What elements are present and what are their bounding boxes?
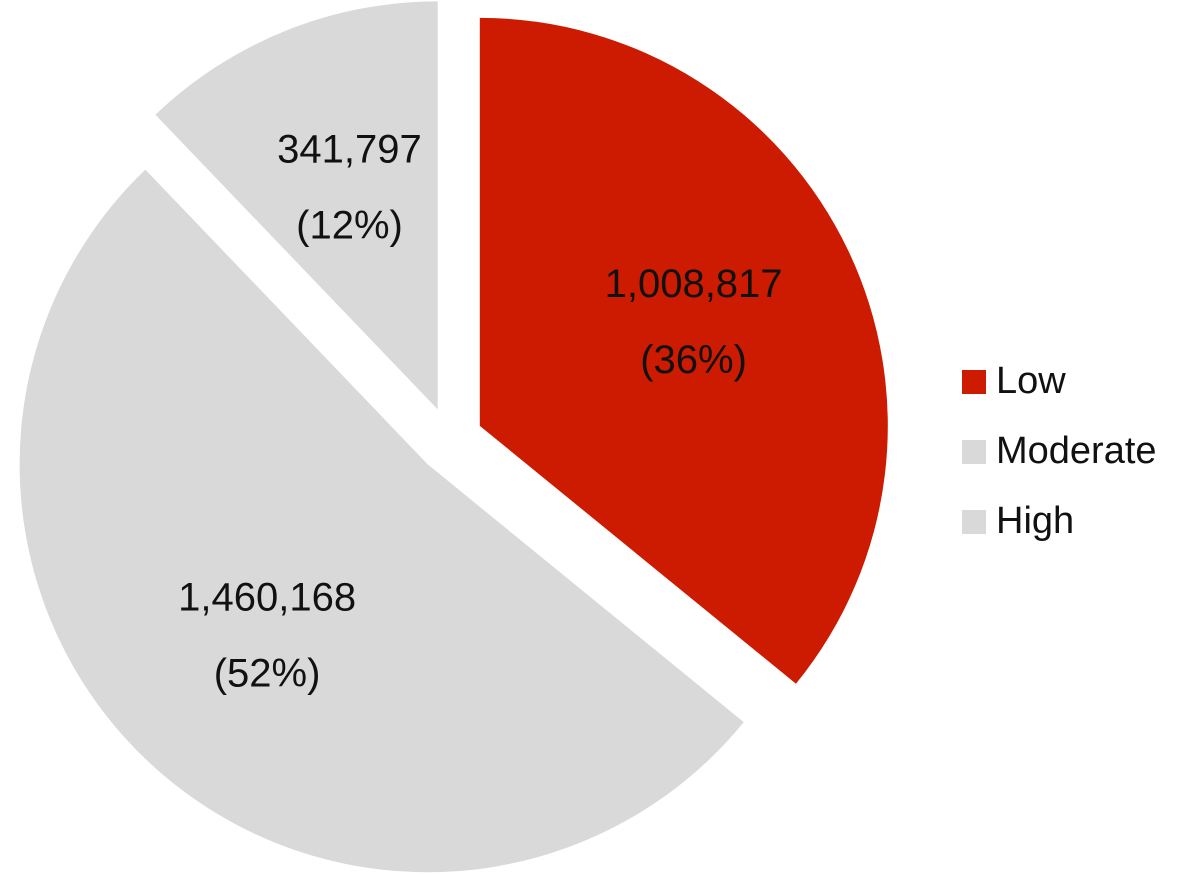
pie-slice bbox=[479, 17, 888, 684]
pie-slice bbox=[155, 1, 438, 410]
legend-label: Low bbox=[996, 360, 1066, 402]
percent-label: (12%) bbox=[296, 203, 403, 247]
percent-label: (52%) bbox=[214, 652, 321, 696]
legend-label: Moderate bbox=[996, 430, 1157, 472]
value-label: 341,797 bbox=[277, 127, 422, 171]
legend-swatch bbox=[962, 440, 986, 464]
legend-swatch bbox=[962, 370, 986, 394]
legend-label: High bbox=[996, 500, 1074, 542]
percent-label: (36%) bbox=[640, 338, 747, 382]
legend-swatch bbox=[962, 510, 986, 534]
value-label: 1,460,168 bbox=[178, 576, 356, 620]
pie-slice bbox=[19, 169, 744, 873]
value-label: 1,008,817 bbox=[605, 262, 783, 306]
